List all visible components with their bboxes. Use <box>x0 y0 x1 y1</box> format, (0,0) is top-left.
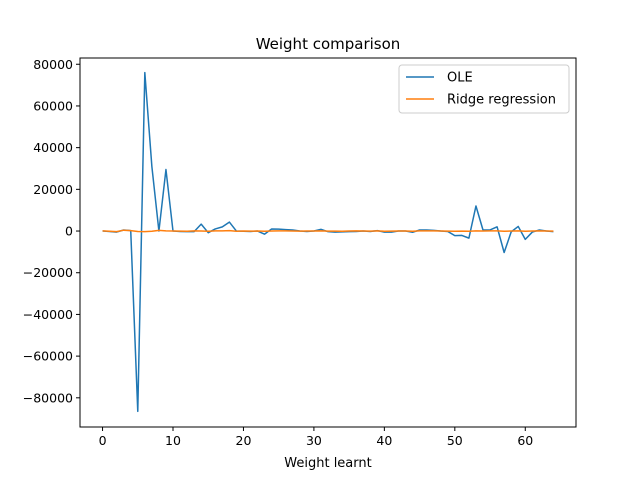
x-tick-label: 30 <box>306 433 322 448</box>
legend: OLE Ridge regression <box>398 64 570 114</box>
y-tick-label: 20000 <box>33 182 73 197</box>
y-tick-label: −60000 <box>23 349 73 364</box>
y-tick-label: 40000 <box>33 140 73 155</box>
legend-box <box>398 64 570 114</box>
x-axis-ticks: 0 10 20 30 40 50 60 <box>99 427 533 448</box>
legend-label-ridge-regression: Ridge regression <box>447 93 556 108</box>
y-tick-label: 80000 <box>33 57 73 72</box>
x-tick-label: 40 <box>376 433 392 448</box>
legend-label-ole: OLE <box>447 71 473 86</box>
y-axis-ticks: −80000 −60000 −40000 −20000 0 20000 40000 60000… <box>23 57 80 405</box>
y-tick-label: 0 <box>65 224 73 239</box>
axes-frame <box>79 57 577 428</box>
x-tick-label: 20 <box>236 433 252 448</box>
series-line-ridge-regression <box>102 229 554 233</box>
x-tick-label: 0 <box>99 433 107 448</box>
y-tick-label: −40000 <box>23 307 73 322</box>
plot-area <box>102 71 554 413</box>
x-axis-label: Weight learnt <box>284 456 371 471</box>
x-tick-label: 60 <box>517 433 533 448</box>
y-tick-label: 60000 <box>33 98 73 113</box>
x-tick-label: 50 <box>447 433 463 448</box>
y-tick-label: −80000 <box>23 390 73 405</box>
y-tick-label: −20000 <box>23 265 73 280</box>
x-tick-label: 10 <box>165 433 181 448</box>
chart-title: Weight comparison <box>256 35 401 53</box>
